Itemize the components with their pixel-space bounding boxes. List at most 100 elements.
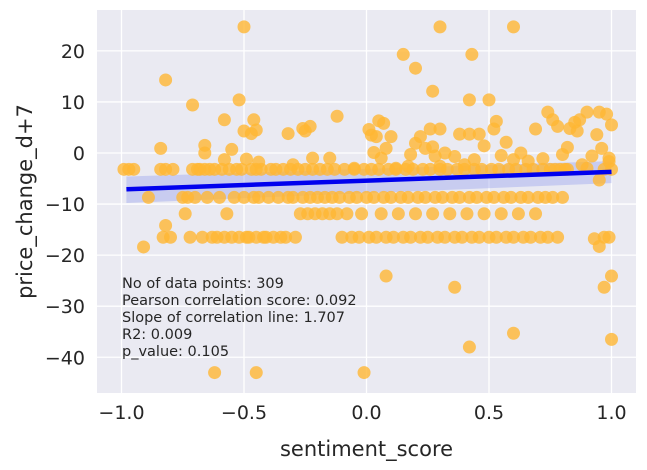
data-point (536, 152, 550, 166)
data-point (188, 190, 202, 204)
data-point (355, 207, 369, 221)
data-point (396, 47, 410, 61)
data-point (409, 61, 422, 75)
data-point (465, 47, 479, 61)
data-point (377, 116, 391, 130)
data-point (333, 190, 347, 204)
data-point (521, 190, 535, 204)
data-point (237, 190, 251, 204)
data-point (323, 151, 337, 165)
data-point (200, 190, 214, 204)
data-point (455, 230, 469, 244)
data-point (164, 230, 177, 244)
data-point (605, 332, 618, 346)
data-point (435, 190, 449, 204)
data-point (141, 190, 155, 204)
x-tick-label: 0.0 (351, 402, 381, 424)
data-point (235, 162, 249, 176)
data-point (389, 161, 403, 175)
data-point (426, 84, 440, 98)
x-axis-label: sentiment_score (280, 437, 453, 462)
data-point (350, 190, 364, 204)
data-point (477, 139, 491, 153)
data-point (423, 162, 437, 176)
y-tick-label: −30 (45, 296, 85, 318)
data-point (340, 207, 354, 221)
data-point (521, 154, 535, 168)
data-point (186, 98, 200, 112)
data-point (401, 159, 415, 173)
data-point (453, 190, 467, 204)
y-axis-label: price_change_d+7 (13, 104, 38, 299)
data-point (494, 149, 508, 163)
data-point (279, 230, 293, 244)
data-point (386, 230, 400, 244)
data-point (462, 127, 476, 141)
data-point (232, 93, 246, 107)
data-point (249, 123, 263, 137)
data-point (462, 93, 476, 107)
data-point (127, 162, 141, 176)
x-tick-labels: −1.0 −0.5 0.0 0.5 1.0 (98, 402, 626, 424)
data-point (379, 141, 393, 155)
data-point (467, 153, 481, 167)
data-point (507, 20, 520, 34)
data-point (551, 119, 565, 133)
data-point (237, 20, 251, 34)
annotation-line: No of data points: 309 (122, 276, 284, 292)
data-point (551, 230, 565, 244)
x-tick-label: 0.5 (474, 402, 504, 424)
data-point (227, 190, 241, 204)
data-point (369, 130, 383, 144)
y-tick-label: −10 (45, 194, 85, 216)
y-tick-label: 0 (73, 143, 85, 165)
data-point (328, 162, 342, 176)
data-point (600, 107, 614, 121)
data-point (597, 280, 611, 294)
data-point (448, 150, 462, 164)
data-point (541, 230, 555, 244)
y-tick-label: −20 (45, 245, 85, 267)
data-point (492, 162, 506, 176)
data-point (247, 113, 261, 127)
data-point (281, 127, 295, 141)
data-point (198, 146, 212, 160)
data-point (472, 127, 486, 141)
data-point (595, 141, 609, 155)
data-point (438, 146, 452, 160)
data-point (217, 113, 231, 127)
y-tick-labels: −40 −30 −20 −10 0 10 20 (45, 41, 85, 369)
data-point (303, 119, 317, 133)
data-point (426, 207, 440, 221)
data-point (433, 122, 447, 136)
data-point (252, 155, 266, 169)
data-point (391, 207, 405, 221)
data-point (580, 105, 594, 119)
x-tick-label: 1.0 (596, 402, 626, 424)
data-point (592, 173, 606, 187)
data-point (433, 159, 447, 173)
data-point (460, 207, 474, 221)
data-point (529, 122, 543, 136)
data-point (306, 151, 320, 165)
data-point (605, 269, 618, 283)
data-point (384, 190, 398, 204)
data-point (262, 190, 275, 204)
data-point (159, 219, 173, 233)
regression-line-layer (126, 169, 612, 192)
data-point (477, 207, 491, 221)
data-point (166, 162, 180, 176)
annotation-line: Pearson correlation score: 0.092 (122, 293, 357, 309)
data-point (271, 190, 285, 204)
data-point (556, 190, 569, 204)
data-point (217, 153, 231, 167)
annotation-line: p_value: 0.105 (122, 344, 229, 360)
annotation-line: R2: 0.009 (122, 327, 192, 343)
data-point (249, 366, 263, 380)
data-point (443, 207, 457, 221)
data-point (401, 190, 415, 204)
data-point (509, 162, 523, 176)
data-point (524, 230, 538, 244)
data-point (438, 230, 452, 244)
y-tick-label: 10 (61, 92, 85, 114)
